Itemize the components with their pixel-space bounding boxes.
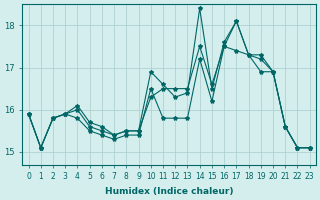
- X-axis label: Humidex (Indice chaleur): Humidex (Indice chaleur): [105, 187, 233, 196]
